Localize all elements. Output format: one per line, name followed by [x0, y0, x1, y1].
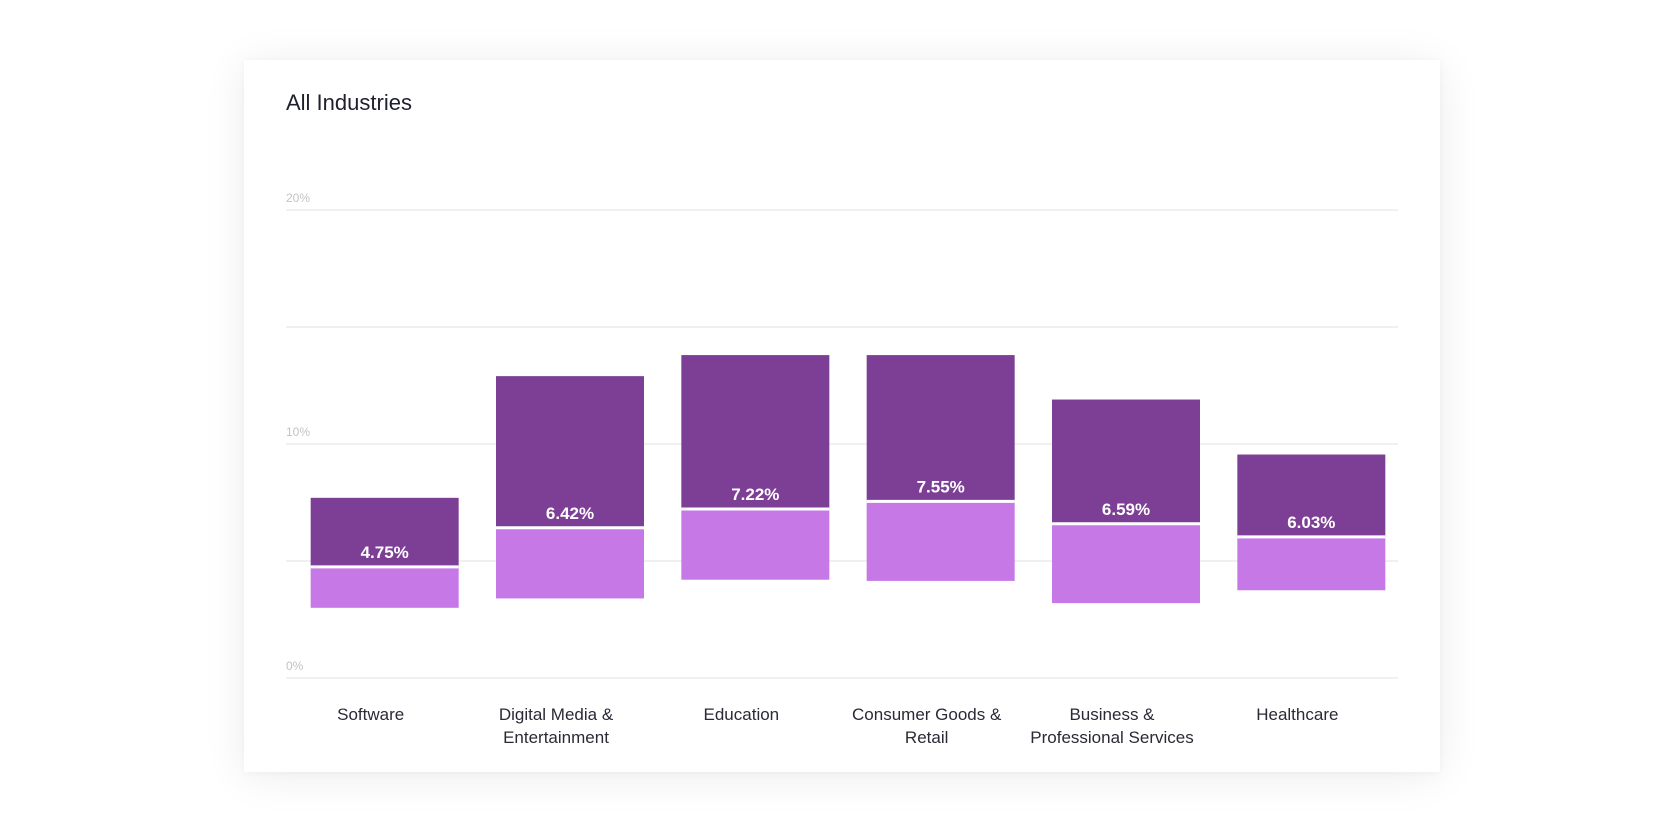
- chart-card: All Industries 0% 10% 20% 4.75% 6.42% 7.22% 7…: [244, 60, 1440, 772]
- y-tick-label-10: 10%: [286, 425, 310, 439]
- x-tick-label-4: Business & Professional Services: [1030, 705, 1193, 747]
- x-tick-label-1: Digital Media & Entertainment: [499, 705, 614, 747]
- bar-lower-0: [310, 566, 459, 608]
- x-tick-label-3: Consumer Goods & Retail: [852, 705, 1002, 747]
- x-tick-line-4-0: Business &: [1069, 705, 1155, 724]
- x-tick-line-0-0: Software: [337, 705, 404, 724]
- bar-upper-4: [1052, 399, 1200, 524]
- y-tick-label-0: 0%: [286, 659, 304, 673]
- y-axis-ticks: 0% 10% 20%: [286, 191, 310, 673]
- bar-upper-3: [866, 355, 1015, 502]
- bar-labels: 4.75% 6.42% 7.22% 7.55% 6.59% 6.03%: [361, 477, 1336, 562]
- x-tick-line-5-0: Healthcare: [1256, 705, 1338, 724]
- x-tick-line-4-1: Professional Services: [1030, 728, 1193, 747]
- bar-upper-0: [310, 497, 459, 567]
- bar-chart: 0%10%20% 4.75%6.42%7.22% 7.55%6.59%6.03% …: [286, 191, 1398, 747]
- bar-value-label-0: 4.75%: [361, 543, 409, 562]
- x-tick-label-5: Healthcare: [1256, 705, 1338, 724]
- x-tick-label-2: Education: [704, 705, 780, 724]
- bar-upper-5: [1237, 454, 1386, 537]
- x-tick-line-3-0: Consumer Goods &: [852, 705, 1002, 724]
- bar-lower-1: [496, 527, 644, 599]
- x-axis-ticks: Software Digital Media & Entertainment Educ…: [337, 705, 1338, 747]
- y-tick-label-20: 20%: [286, 191, 310, 205]
- x-tick-line-1-1: Entertainment: [503, 728, 609, 747]
- x-tick-line-1-0: Digital Media &: [499, 705, 614, 724]
- x-tick-line-3-1: Retail: [905, 728, 948, 747]
- bar-value-label-2: 7.22%: [731, 485, 779, 504]
- x-tick-line-2-0: Education: [704, 705, 780, 724]
- bar-value-label-3: 7.55%: [917, 477, 965, 496]
- x-tick-label-0: Software: [337, 705, 404, 724]
- bar-lower-2: [681, 509, 830, 580]
- bar-lower-3: [866, 501, 1015, 581]
- bar-lower-5: [1237, 536, 1386, 591]
- bar-lower-4: [1052, 523, 1200, 604]
- chart-title: All Industries: [286, 90, 412, 115]
- bar-value-label-4: 6.59%: [1102, 500, 1150, 519]
- bar-upper-2: [681, 355, 830, 510]
- bar-upper-1: [496, 376, 644, 528]
- bars: [310, 355, 1386, 608]
- bar-value-label-5: 6.03%: [1287, 513, 1335, 532]
- y-grid: [286, 209, 1398, 679]
- bar-value-label-1: 6.42%: [546, 504, 594, 523]
